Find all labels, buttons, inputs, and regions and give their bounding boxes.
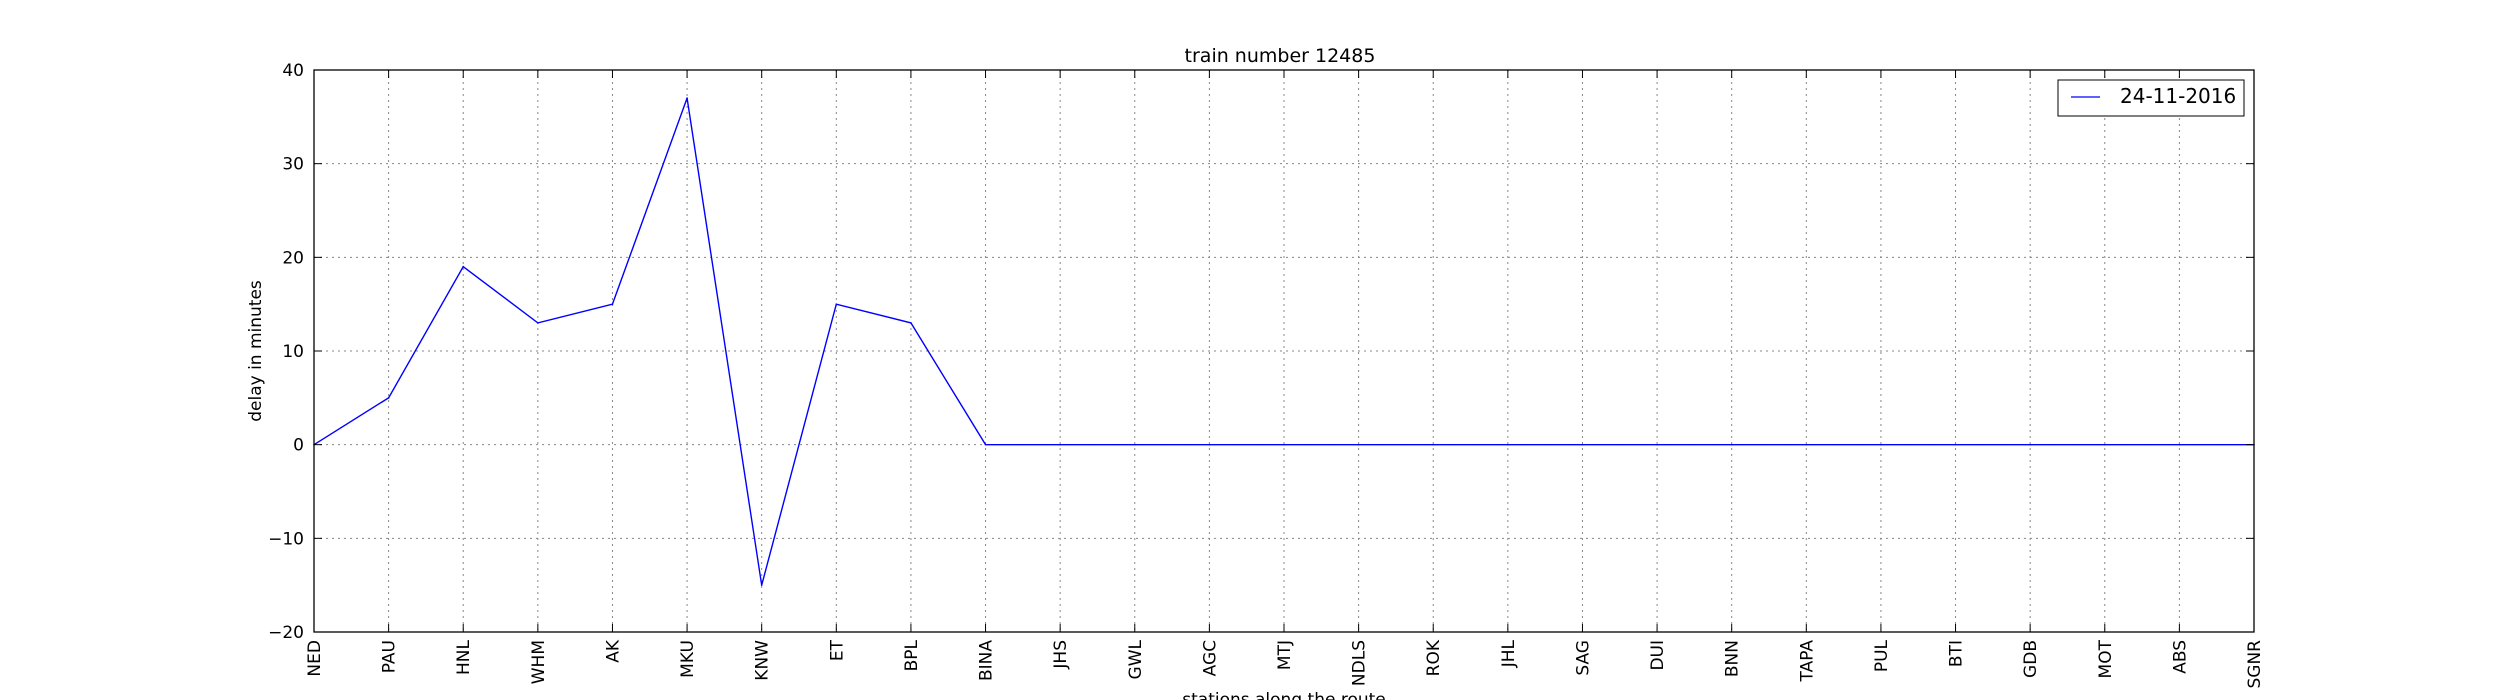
- x-tick-label-bnn: BNN: [1723, 640, 1743, 677]
- legend-label-24-11-2016: 24-11-2016: [2120, 84, 2236, 108]
- x-tick-label-jhs: JHS: [1051, 640, 1071, 670]
- data-point-jhl: [1507, 443, 1509, 446]
- x-tick-label-tapa: TAPA: [1797, 640, 1817, 683]
- x-tick-label-hnl: HNL: [454, 639, 474, 675]
- x-tick-label-bpl: BPL: [902, 639, 922, 671]
- x-tick-label-dui: DUI: [1648, 640, 1668, 671]
- data-point-bpl: [910, 322, 912, 324]
- data-point-sag: [1581, 443, 1584, 446]
- x-tick-label-whm: WHM: [529, 640, 549, 684]
- data-point-bina: [984, 443, 987, 446]
- data-point-dui: [1656, 443, 1658, 446]
- y-axis-label: delay in minutes: [246, 280, 266, 422]
- data-point-rok: [1432, 443, 1435, 446]
- data-point-hnl: [462, 265, 465, 268]
- data-point-abs: [2178, 443, 2181, 446]
- x-tick-label-ndls: NDLS: [1350, 640, 1370, 686]
- data-point-mtj: [1283, 443, 1285, 446]
- x-axis-ticks: NED PAU HNL WHM AK MKU KNW ET BPL BINA JHS GWL AGC MT…: [305, 70, 2265, 689]
- y-tick-label: −20: [268, 623, 304, 643]
- x-tick-label-agc: AGC: [1200, 640, 1220, 676]
- data-point-mku: [686, 97, 688, 99]
- legend-box: [2057, 79, 2245, 117]
- data-point-bnn: [1730, 443, 1733, 446]
- chart-title: train number 12485: [1185, 45, 1376, 67]
- data-point-knw: [760, 584, 763, 586]
- x-tick-label-abs: ABS: [2170, 640, 2190, 674]
- legend: 24-11-2016: [2057, 79, 2245, 117]
- data-point-bti: [1954, 443, 1957, 446]
- data-point-ak: [611, 303, 614, 305]
- data-point-ndls: [1357, 443, 1360, 446]
- x-tick-label-bti: BTI: [1947, 640, 1967, 667]
- x-tick-label-pau: PAU: [380, 640, 400, 673]
- y-tick-label: 30: [282, 155, 304, 175]
- data-point-gwl: [1133, 443, 1136, 446]
- data-point-whm: [537, 322, 539, 324]
- data-point-et: [835, 303, 838, 305]
- x-tick-label-ned: NED: [305, 640, 325, 677]
- x-tick-label-et: ET: [827, 639, 847, 661]
- data-point-agc: [1208, 443, 1211, 446]
- x-tick-label-mku: MKU: [678, 640, 698, 678]
- data-point-tapa: [1805, 443, 1808, 446]
- data-point-mot: [2103, 443, 2106, 446]
- x-tick-label-jhl: JHL: [1499, 639, 1519, 668]
- x-tick-label-ak: AK: [603, 639, 623, 663]
- y-tick-label: 20: [282, 248, 304, 268]
- x-axis-label: stations along the route: [1182, 690, 1386, 700]
- x-tick-label-knw: KNW: [753, 640, 773, 681]
- y-tick-label: −10: [268, 529, 304, 549]
- x-tick-label-mot: MOT: [2096, 639, 2116, 678]
- grid-lines: [314, 70, 2254, 632]
- y-axis-ticks: −20 −10 0 10 20 30 40: [268, 61, 2254, 643]
- data-point-pau: [387, 397, 390, 399]
- x-tick-label-mtj: MTJ: [1275, 640, 1295, 670]
- x-tick-label-gwl: GWL: [1126, 639, 1146, 679]
- y-tick-label: 10: [282, 342, 304, 362]
- data-point-pul: [1880, 443, 1882, 446]
- x-tick-label-rok: ROK: [1424, 639, 1444, 676]
- y-tick-label: 0: [293, 436, 304, 456]
- x-tick-label-pul: PUL: [1872, 639, 1892, 672]
- data-point-gdb: [2029, 443, 2031, 446]
- y-tick-label: 40: [282, 61, 304, 81]
- x-tick-label-sgnr: SGNR: [2245, 640, 2265, 689]
- data-point-jhs: [1059, 443, 1061, 446]
- x-tick-label-gdb: GDB: [2021, 640, 2041, 678]
- x-tick-label-bina: BINA: [977, 640, 997, 681]
- x-tick-label-sag: SAG: [1573, 640, 1593, 676]
